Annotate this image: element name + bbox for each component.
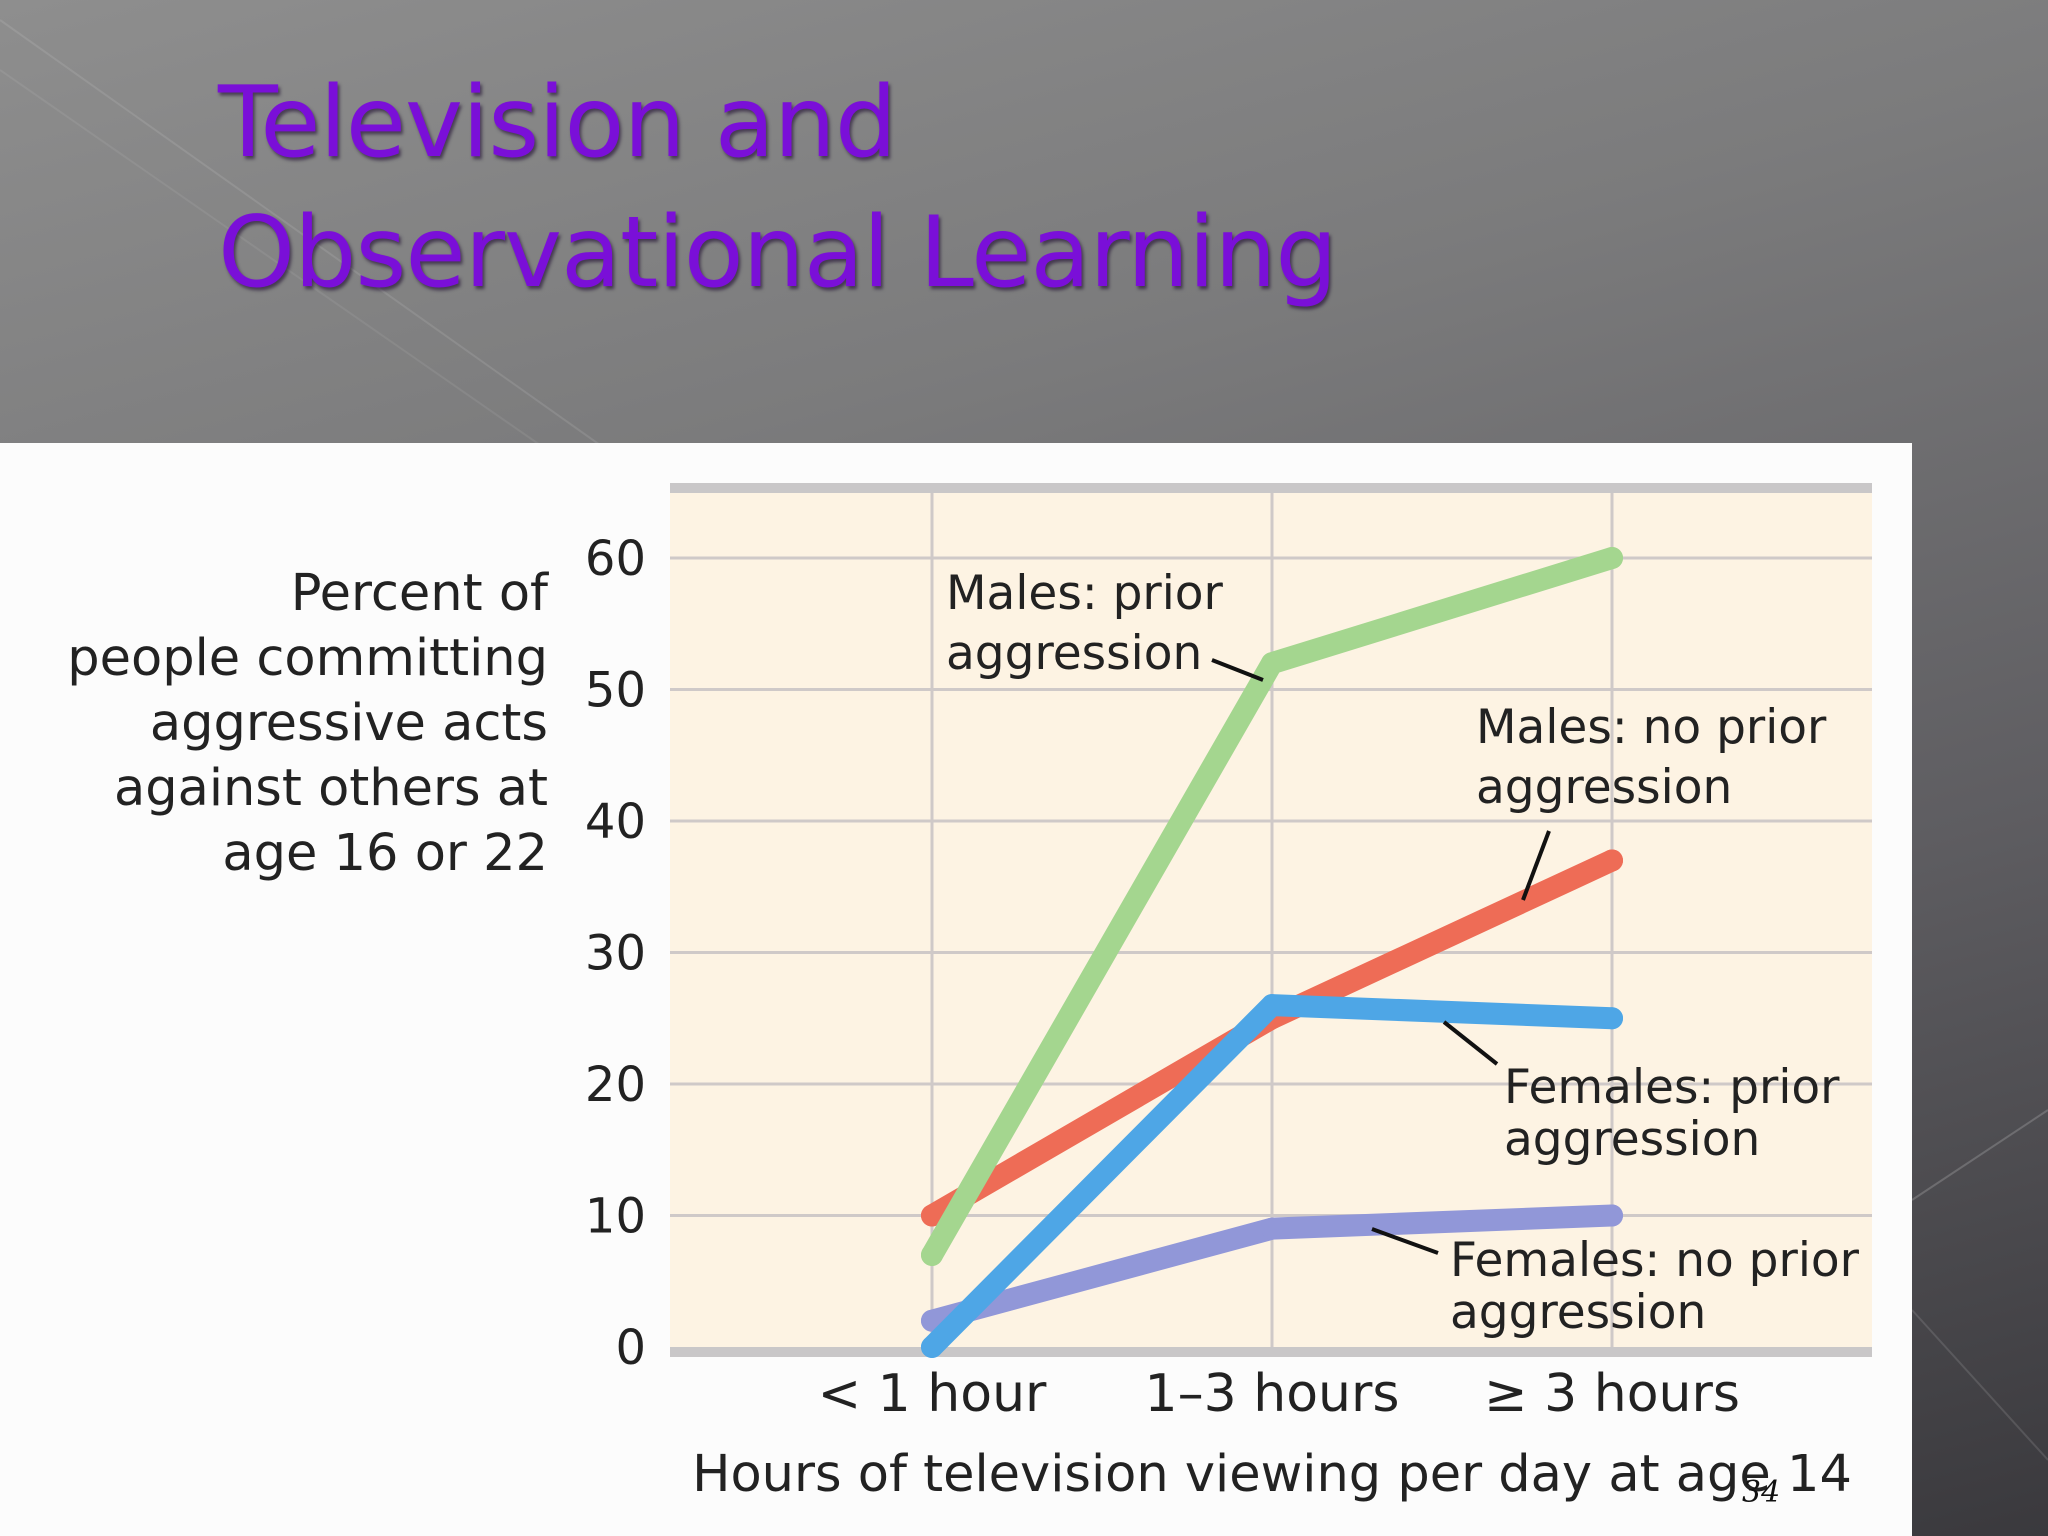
series-annotation-label: Females: prior — [1504, 1060, 1840, 1115]
data-point — [1261, 652, 1283, 675]
x-tick-label: ≥ 3 hours — [1484, 1364, 1740, 1424]
annotation-leader-line — [1211, 658, 1264, 682]
series-annotation-label: aggression — [946, 626, 1202, 681]
y-axis-label-line: age 16 or 22 — [222, 824, 548, 883]
data-point — [921, 1336, 943, 1358]
y-tick-label: 30 — [585, 926, 646, 982]
y-axis-label: Percent of people committing aggressive … — [20, 561, 548, 886]
y-tick-label: 20 — [585, 1057, 646, 1113]
slide-title-line-2: Observational Learning — [218, 196, 1338, 310]
data-point — [1601, 849, 1623, 872]
data-point — [1261, 1217, 1283, 1240]
series-annotation-label: aggression — [1450, 1285, 1706, 1340]
x-tick-label: < 1 hour — [818, 1364, 1047, 1424]
y-axis-label-line: Percent of — [290, 564, 548, 623]
series-annotation-label: aggression — [1504, 1112, 1760, 1167]
data-point — [1601, 1204, 1623, 1227]
page-number: 34 — [1742, 1475, 1781, 1510]
data-point — [921, 1243, 943, 1266]
data-point — [1261, 994, 1283, 1017]
chart-panel: Percent of people committing aggressive … — [0, 443, 1912, 1536]
x-tick-label: 1–3 hours — [1145, 1364, 1400, 1424]
data-point — [1601, 1007, 1623, 1030]
y-axis-label-line: people committing — [67, 629, 548, 688]
series-annotation-label: aggression — [1476, 760, 1732, 815]
data-point — [921, 1204, 943, 1227]
slide-title-line-1: Television and — [218, 66, 897, 180]
y-tick-label: 40 — [585, 794, 646, 850]
y-tick-label: 50 — [585, 663, 646, 719]
annotation-leader-line — [1442, 1020, 1499, 1066]
y-axis-label-line: against others at — [113, 759, 548, 818]
series-annotation-label: Females: no prior — [1450, 1233, 1860, 1288]
y-tick-label: 10 — [585, 1189, 646, 1245]
y-tick-label: 0 — [615, 1320, 646, 1376]
line-chart: 0 10 20 30 40 50 60 < 1 hour 1–3 hours ≥ 3 hours H… — [585, 483, 1872, 1504]
slide-title: Television and Observational Learning — [218, 58, 1338, 318]
series-annotation-label: Males: no prior — [1476, 700, 1827, 755]
annotation-leader-line — [1521, 830, 1551, 901]
y-tick-label: 60 — [585, 531, 646, 587]
y-axis-label-line: aggressive acts — [149, 694, 548, 753]
annotation-leader-line — [1371, 1227, 1439, 1255]
x-axis-label: Hours of television viewing per day at a… — [692, 1445, 1852, 1504]
series-annotation-label: Males: prior — [946, 566, 1224, 621]
data-point — [1601, 547, 1623, 569]
